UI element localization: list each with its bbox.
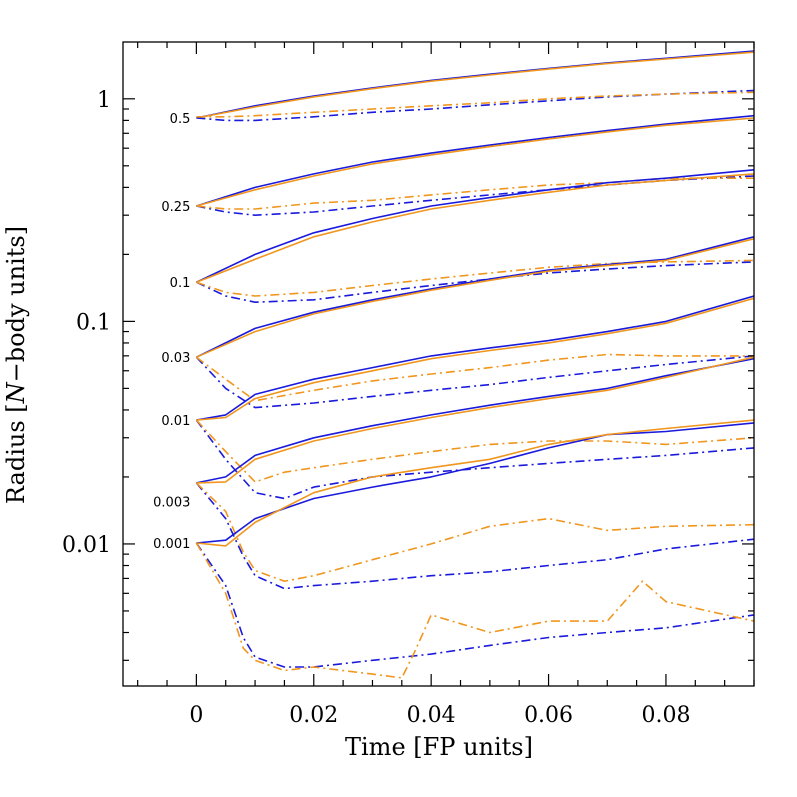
series-line-4-orange-dashdot [196, 91, 754, 118]
series-line-2-orange-solid [196, 51, 754, 119]
y-axis-title-part-3: −body units] [2, 226, 30, 382]
series-line-5-blue-solid [196, 114, 754, 207]
series-line-14-orange-solid [196, 238, 754, 358]
series-line-11-blue-dashdot [196, 261, 754, 304]
y-axis-title: Radius [N−body units] [2, 226, 30, 504]
series-line-3-blue-dashdot [196, 89, 754, 122]
mass-fraction-label: 0.003 [153, 496, 190, 511]
series-line-18-orange-solid [196, 297, 754, 421]
x-tick-label: 0.06 [524, 703, 573, 728]
series-line-22-orange-solid [196, 356, 754, 484]
series-line-19-blue-dashdot [195, 419, 754, 500]
mass-fraction-label: 0.5 [170, 112, 191, 127]
y-axis-title-part-1: Radius [ [2, 403, 30, 504]
series-layer [195, 50, 754, 679]
series-line-23-blue-dashdot [195, 482, 754, 590]
x-tick-label: 0 [189, 703, 203, 728]
x-tick-label: 0.02 [289, 703, 338, 728]
mass-fraction-label: 0.001 [153, 537, 190, 552]
series-line-28-orange-dashdot [195, 542, 754, 679]
y-tick-label: 0.01 [62, 533, 111, 558]
series-line-21-blue-solid [196, 357, 754, 484]
series-line-25-blue-solid [196, 422, 754, 544]
axes-layer: 0 0.02 0.04 0.06 0.08 0.01 0.1 1 [62, 41, 755, 728]
series-line-16-orange-dashdot [195, 353, 754, 402]
series-line-10-orange-solid [196, 173, 754, 283]
mass-fraction-label: 0.01 [161, 414, 190, 429]
series-line-9-blue-solid [196, 169, 754, 283]
series-line-15-blue-dashdot [195, 355, 754, 409]
series-line-6-orange-solid [196, 117, 754, 207]
y-tick-label: 0.1 [76, 310, 111, 335]
series-line-24-orange-dashdot [195, 482, 754, 583]
mass-fraction-label: 0.03 [161, 351, 190, 366]
x-tick-label: 0.04 [407, 703, 456, 728]
series-line-1-blue-solid [196, 50, 754, 119]
mass-fraction-label: 0.1 [170, 276, 191, 291]
y-axis-title-part-2: N [2, 381, 30, 404]
y-tick-label: 1 [97, 88, 111, 113]
series-line-17-blue-solid [196, 295, 754, 421]
series-line-26-orange-solid [196, 419, 754, 547]
label-layer: 0.5 0.25 0.1 0.03 0.01 0.003 0.001 [153, 112, 190, 552]
series-line-20-orange-dashdot [195, 419, 754, 483]
series-line-8-orange-dashdot [196, 177, 754, 210]
mass-fraction-label: 0.25 [161, 200, 190, 215]
series-line-13-blue-solid [196, 236, 754, 358]
series-line-27-blue-dashdot [195, 542, 754, 668]
x-axis-title: Time [FP units] [345, 733, 533, 761]
plot-frame [122, 41, 755, 687]
x-tick-label: 0.08 [641, 703, 690, 728]
